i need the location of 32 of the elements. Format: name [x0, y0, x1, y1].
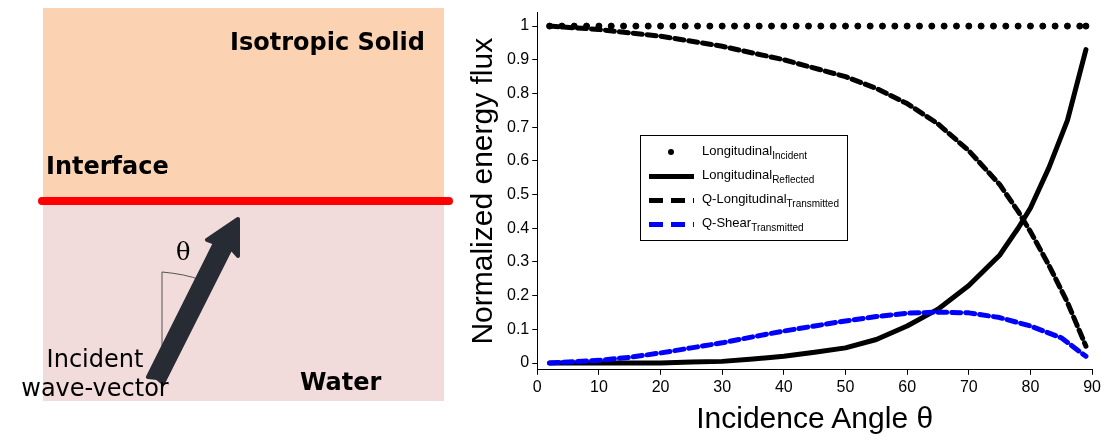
y-tick-label: 0.7	[506, 117, 530, 135]
x-tick-label: 50	[836, 377, 855, 395]
text: Interface	[46, 152, 169, 180]
y-tick-label: 0.2	[506, 286, 530, 304]
x-axis-title: Incidence Angle θ	[696, 401, 934, 435]
text: Water	[300, 368, 382, 396]
x-tick-label: 40	[774, 377, 793, 395]
x-tick-label: 90	[1083, 377, 1102, 395]
legend-label: Longitudinal$_{Incident}$	[702, 143, 808, 161]
y-tick-label: 1	[520, 16, 530, 34]
y-tick-label: 0.8	[506, 83, 530, 101]
y-tick-label: 0.6	[506, 151, 530, 169]
x-tick-label: 60	[898, 377, 917, 395]
legend-label: Longitudinal$_{Reflected}$	[702, 167, 815, 185]
text: Isotropic Solid	[230, 28, 425, 56]
legend-label: Q-Longitudinal$_{Transmitted}$	[702, 191, 839, 209]
x-tick-label: 80	[1021, 377, 1040, 395]
legend-label: Q-Shear$_{Transmitted}$	[702, 215, 804, 233]
y-tick-label: 0	[520, 353, 530, 371]
y-tick-label: 0.5	[506, 184, 530, 202]
x-tick-label: 0	[532, 377, 542, 395]
y-tick-label: 0.1	[506, 319, 530, 337]
y-axis-title: Normalized energy flux	[465, 37, 499, 345]
y-tick-label: 0.9	[506, 50, 530, 68]
text: θ	[176, 238, 191, 266]
x-tick-label: 30	[713, 377, 732, 395]
y-tick-label: 0.4	[506, 218, 530, 236]
text: Incident wave-vector	[20, 345, 170, 403]
x-tick-label: 10	[589, 377, 608, 395]
x-tick-label: 70	[959, 377, 978, 395]
y-tick-label: 0.3	[506, 252, 530, 270]
x-tick-label: 20	[651, 377, 670, 395]
